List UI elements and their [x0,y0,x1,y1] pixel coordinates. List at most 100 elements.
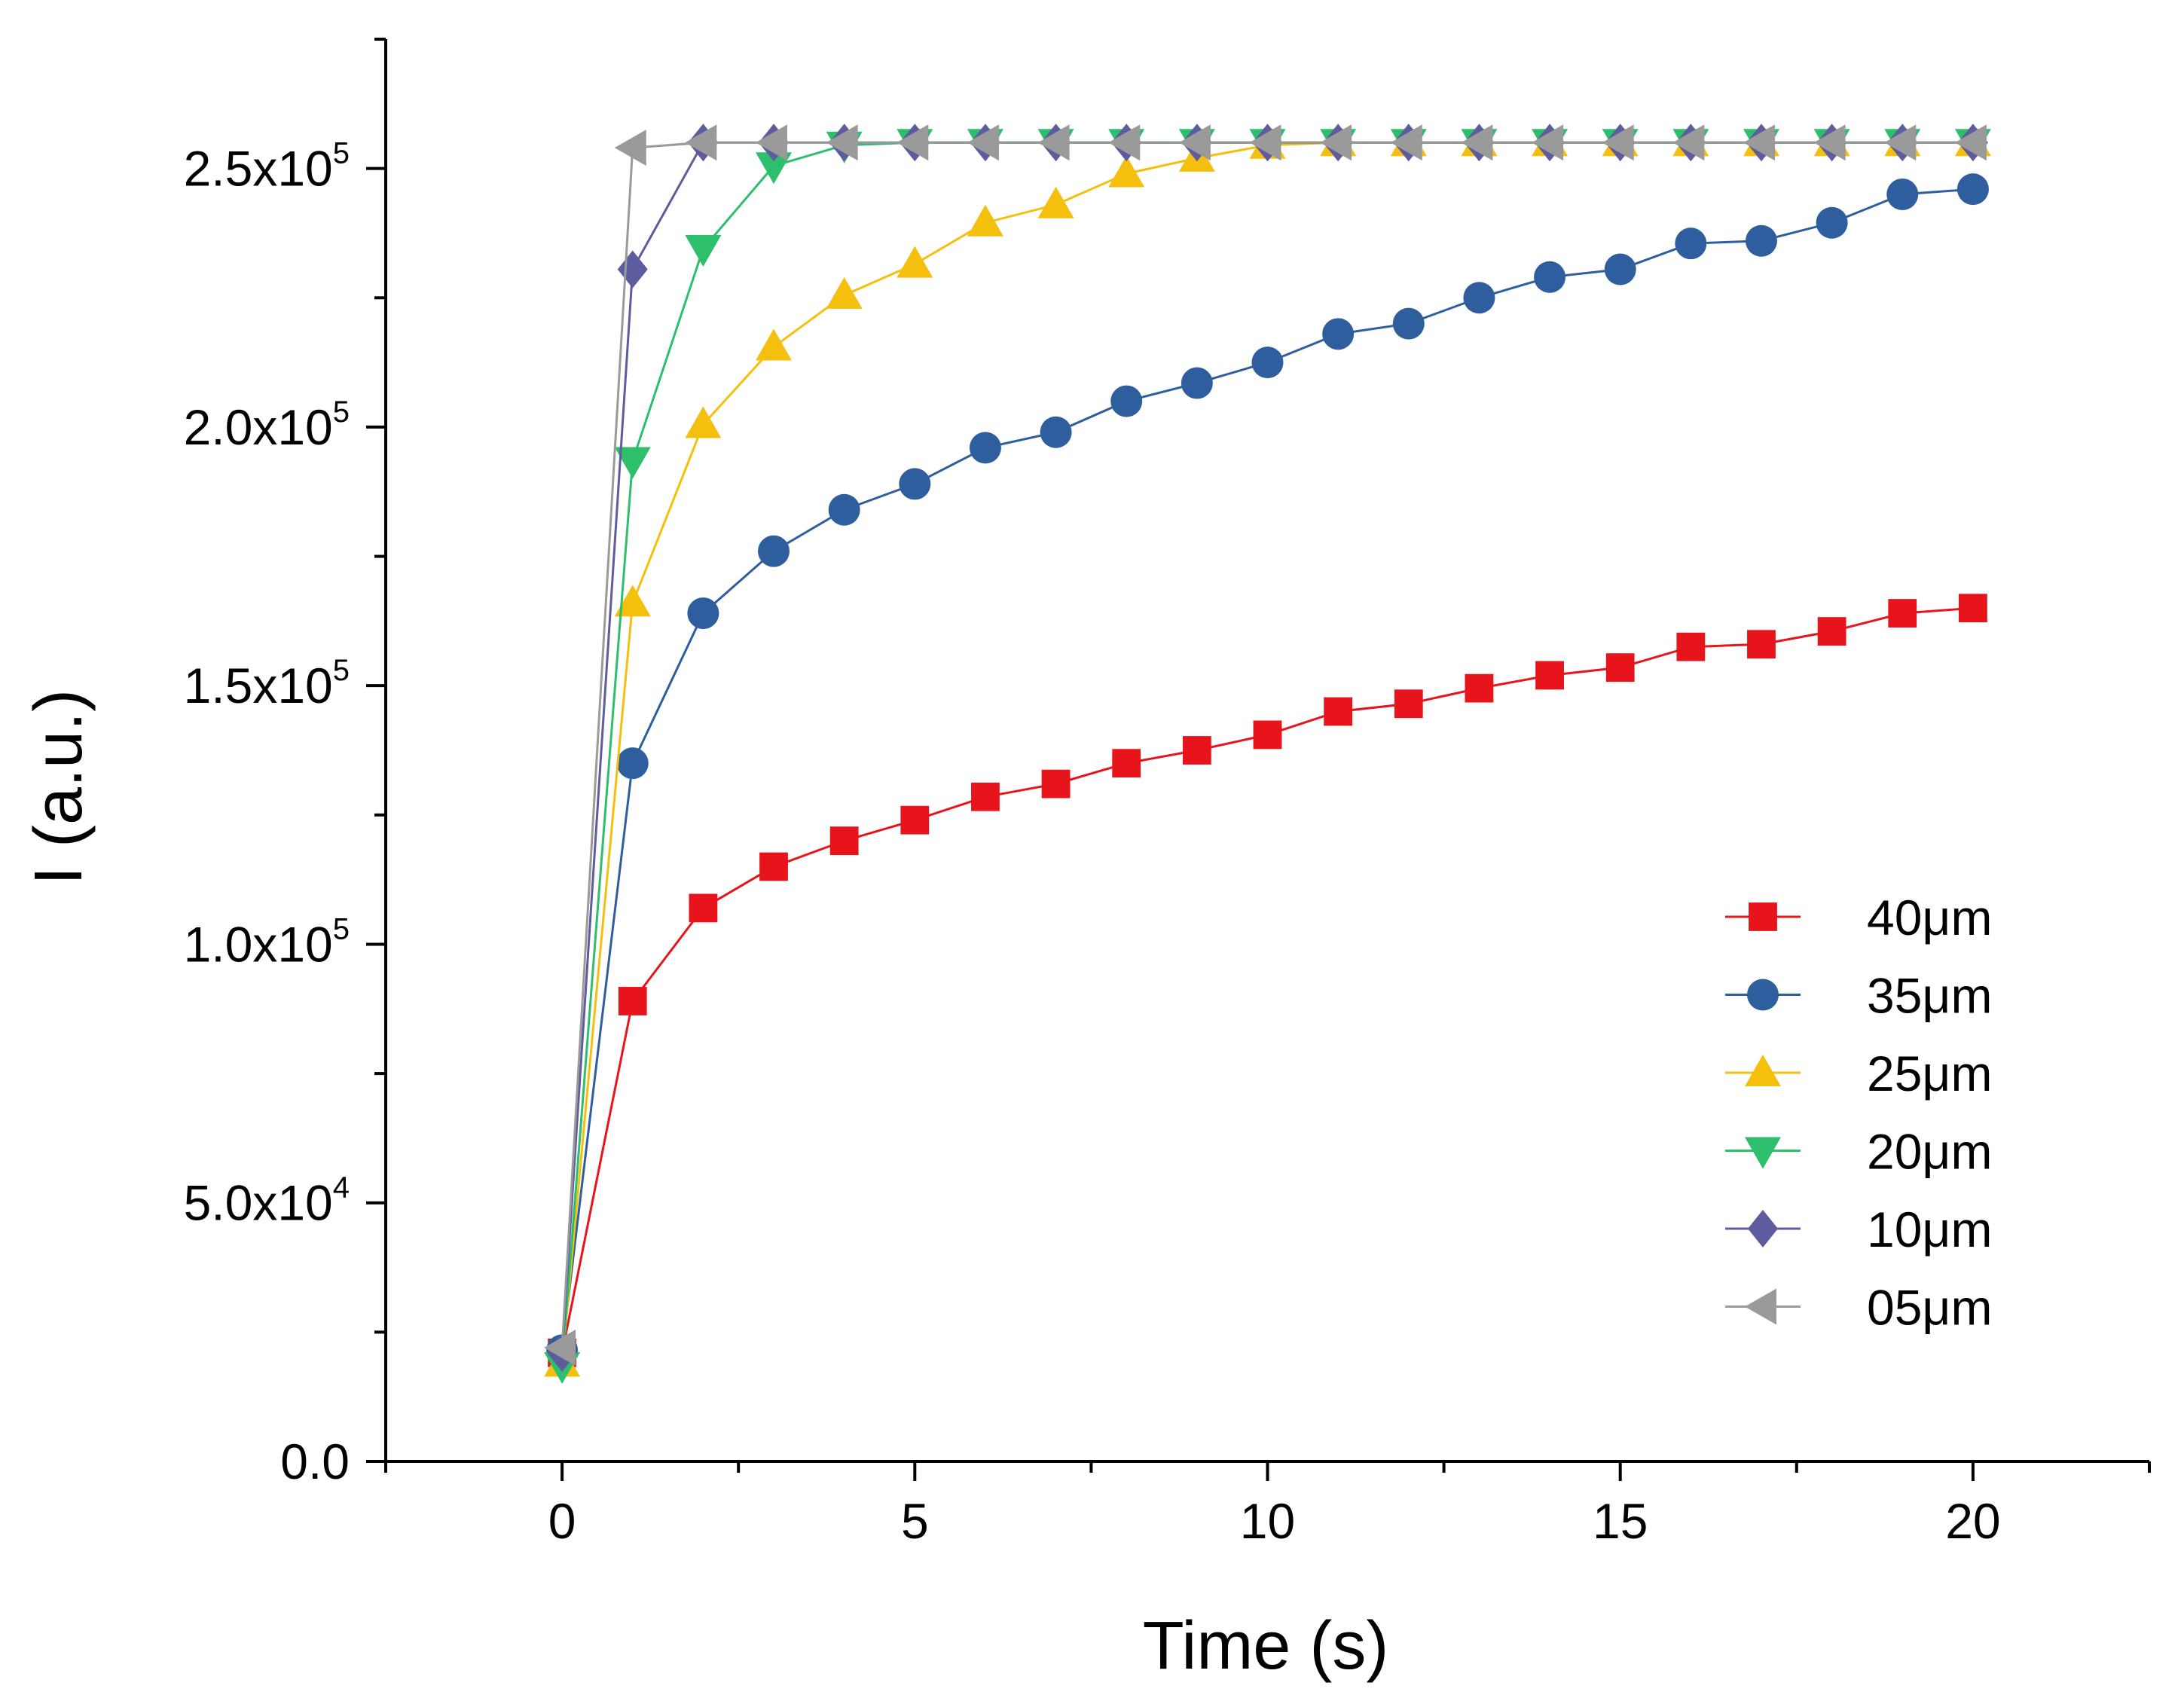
data-point [617,250,648,289]
series-line [561,141,1973,1364]
data-point [829,826,859,856]
data-point [1534,261,1566,293]
data-point [826,124,858,161]
x-tick-label: 5 [901,1493,929,1549]
data-point [1037,124,1070,161]
data-point [685,124,717,161]
legend-label: 25μm [1867,1046,1992,1101]
data-point [900,805,930,835]
data-point [1745,224,1777,257]
series-25μm [544,124,1991,1377]
x-tick-label: 15 [1593,1493,1648,1549]
data-point [689,893,718,923]
x-tick-label: 10 [1240,1493,1295,1549]
y-tick-label: 1.0x105 [184,912,350,972]
data-point [1322,318,1355,350]
legend-label: 35μm [1867,968,1992,1024]
data-point [1813,124,1846,161]
legend-item: 10μm [1725,1202,1992,1257]
data-point [1676,632,1706,661]
data-point [1465,673,1494,703]
series-line [561,141,1973,1367]
data-point [759,852,788,881]
data-point [618,987,647,1015]
legend-marker [1745,1137,1781,1169]
data-point [1535,661,1564,690]
data-point [756,152,793,185]
data-point [1956,173,1989,206]
data-point [969,432,1001,464]
legend-label: 20μm [1867,1124,1992,1180]
y-tick-label: 1.5x105 [184,654,350,713]
data-point [899,468,931,500]
x-tick-label: 0 [548,1493,576,1549]
series-20μm [544,129,1991,1384]
data-point [616,747,649,780]
data-point [1041,769,1071,799]
legend: 40μm 35μm 25μm 20μm 10μm 05μm [1725,890,1992,1336]
data-point [1110,385,1143,417]
data-point [1251,347,1284,379]
legend-marker [1749,902,1777,931]
x-axis-label: Time (s) [1143,1608,1389,1684]
data-point [1181,367,1213,399]
data-point [1604,253,1636,286]
data-point [1249,124,1281,161]
data-point [1816,206,1848,239]
series-group [544,124,1991,1384]
legend-item: 20μm [1725,1124,1992,1180]
legend-marker [1745,1288,1776,1325]
data-point [614,130,646,166]
data-point [971,782,1000,811]
data-point [1320,124,1352,161]
data-point [1461,124,1493,161]
data-point [1886,178,1919,210]
legend-marker [1748,1210,1778,1247]
y-axis-label: I (a.u.) [21,689,96,885]
data-point [1602,124,1634,161]
data-point [1324,697,1353,726]
data-point [758,535,790,567]
data-point [1182,736,1211,765]
data-point [1817,617,1846,646]
legend-item: 35μm [1725,968,1992,1024]
data-point [756,124,788,161]
legend-item: 25μm [1725,1046,1992,1101]
data-point [544,1329,576,1366]
data-point [1743,124,1775,161]
data-point [1672,124,1705,161]
series-40μm [548,594,1987,1367]
data-point [897,124,929,161]
data-point [614,447,651,479]
data-point [1747,630,1776,659]
legend-label: 05μm [1867,1280,1992,1336]
data-point [1108,155,1145,188]
data-point [756,328,793,361]
data-point [826,276,863,309]
data-point [1390,124,1422,161]
data-point [897,246,933,278]
x-tick-label: 20 [1945,1493,2000,1549]
y-tick-label: 2.0x105 [184,395,350,455]
data-point [1675,228,1707,260]
data-point [967,124,999,161]
data-point [1253,720,1282,750]
data-point [687,597,719,630]
data-point [1108,124,1141,161]
legend-item: 40μm [1725,890,1992,945]
data-point [685,235,722,267]
data-point [614,585,651,617]
data-point [685,406,722,438]
data-point [1112,749,1141,778]
data-point [828,493,860,526]
data-point [1884,124,1917,161]
y-tick-label: 0.0 [280,1434,350,1489]
legend-marker [1745,1055,1781,1086]
legend-item: 05μm [1725,1280,1992,1336]
legend-label: 40μm [1867,890,1992,945]
y-tick-label: 2.5x105 [184,137,350,197]
data-point [1037,186,1074,218]
data-point [1954,124,1987,161]
data-point [1532,124,1564,161]
